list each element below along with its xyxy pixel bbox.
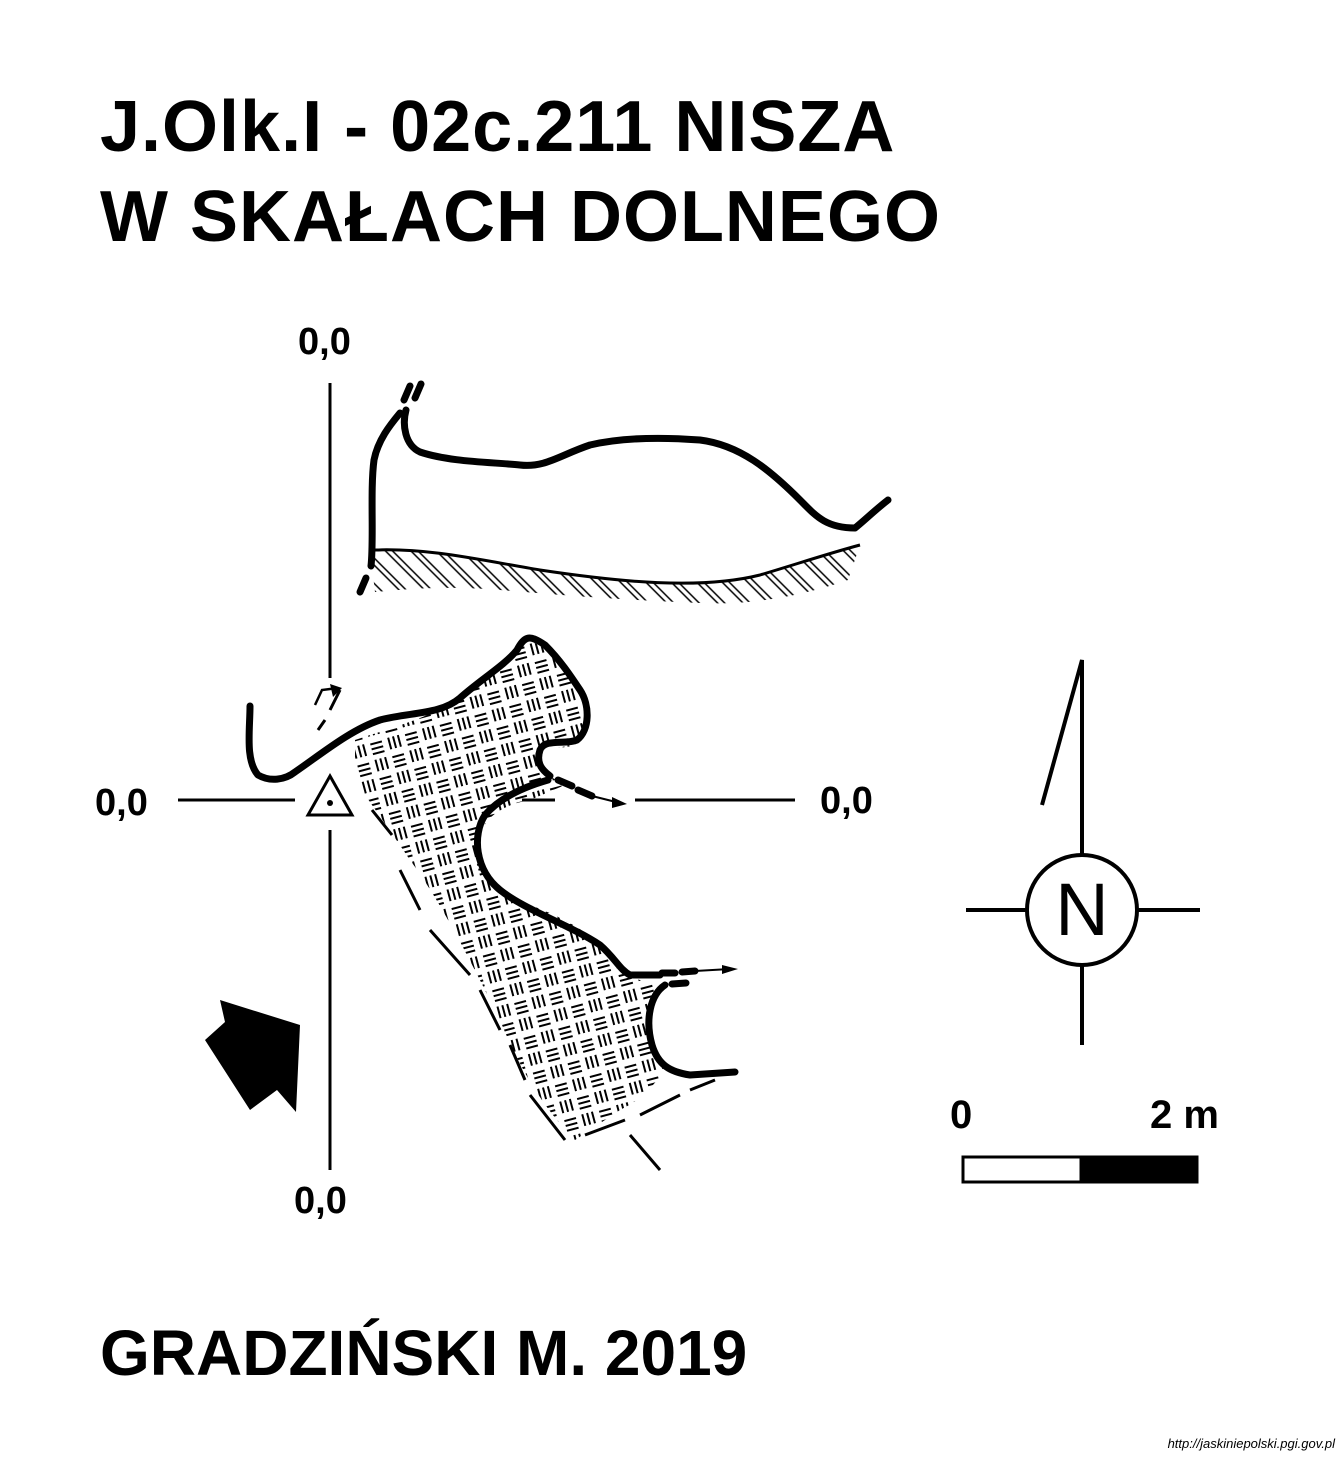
author-credit: GRADZIŃSKI M. 2019 xyxy=(100,1317,748,1389)
datum-label-left: 0,0 xyxy=(95,782,148,824)
datum-label-top: 0,0 xyxy=(298,321,351,363)
scale-bar xyxy=(961,1155,1199,1184)
arrow-icon xyxy=(205,1000,300,1112)
title-line-2: W SKAŁACH DOLNEGO xyxy=(100,177,941,257)
datum-cross xyxy=(178,383,795,1170)
datum-label-right: 0,0 xyxy=(820,780,873,822)
source-url: http://jaskiniepolski.pgi.gov.pl xyxy=(1167,1436,1335,1451)
cave-plan xyxy=(245,634,739,1171)
datum-label-bottom: 0,0 xyxy=(294,1180,347,1222)
title-line-1: J.Olk.I - 02c.211 NISZA xyxy=(100,87,896,167)
triangle-with-dot-icon xyxy=(305,772,355,817)
scale-start-label: 0 xyxy=(950,1093,973,1137)
cave-profile-section xyxy=(356,380,892,604)
map-title: J.Olk.I - 02c.211 NISZA W SKAŁACH DOLNEG… xyxy=(100,82,941,262)
compass-rose-icon xyxy=(966,659,1200,1045)
north-label: N xyxy=(1055,868,1109,951)
scale-end-label: 2 m xyxy=(1150,1093,1219,1137)
